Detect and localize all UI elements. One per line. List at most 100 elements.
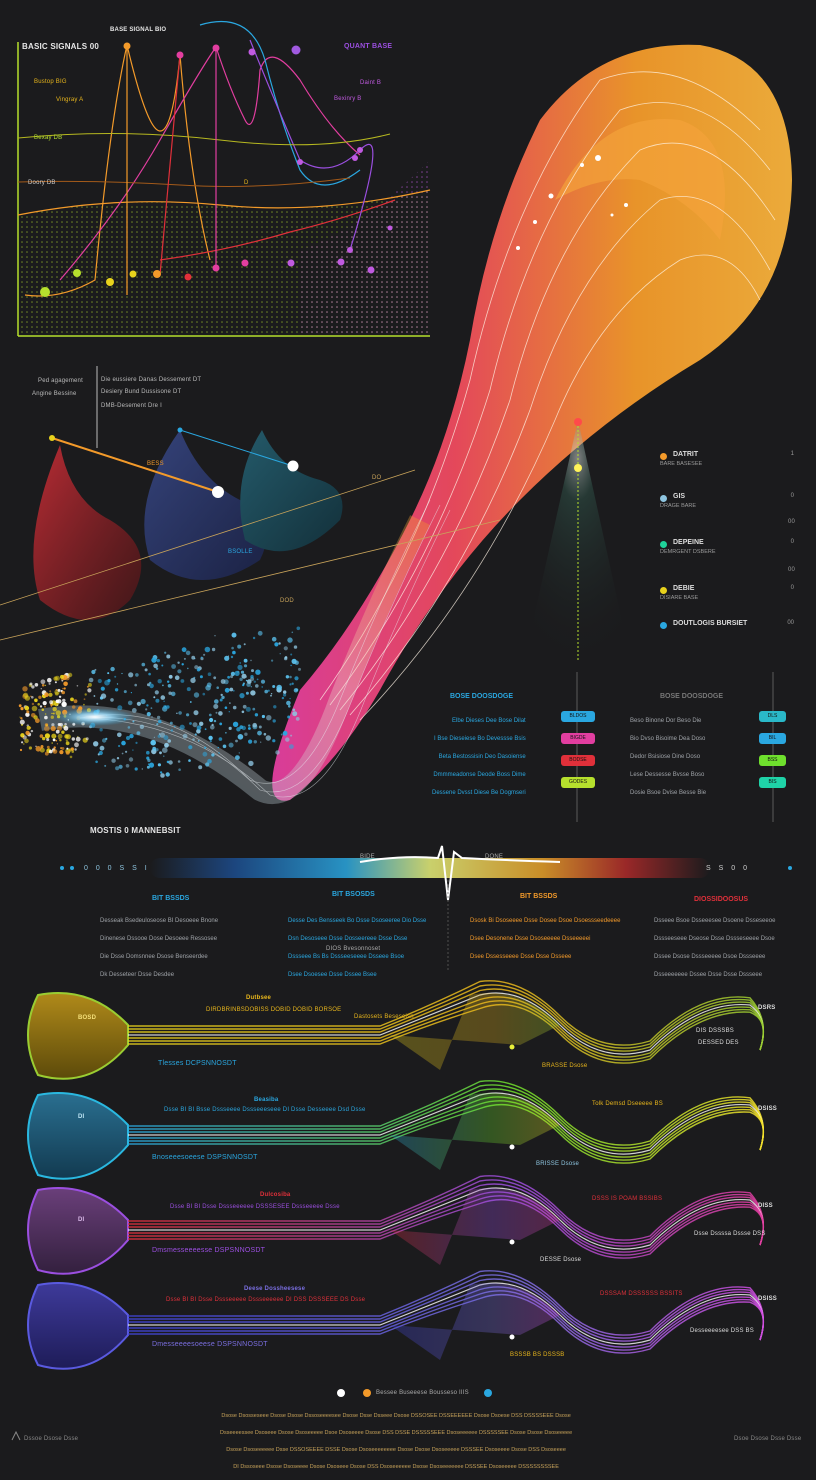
scatter-dot xyxy=(170,691,176,697)
scatter-dot xyxy=(252,722,257,728)
scatter-dot xyxy=(202,692,206,696)
scatter-dot xyxy=(230,671,235,677)
scatter-dot xyxy=(274,642,279,647)
ray-tag: DOD xyxy=(280,598,294,604)
scatter-dot xyxy=(130,692,132,694)
scatter-dot xyxy=(197,740,200,742)
scatter-dot xyxy=(261,686,263,688)
ribbon-strand xyxy=(128,1274,764,1341)
scatter-dot xyxy=(283,693,287,697)
scatter-dot xyxy=(289,683,292,686)
side-label: 00 xyxy=(788,567,796,573)
scatter-dot xyxy=(189,722,192,725)
ray-long-2 xyxy=(0,519,501,641)
scatter-dot xyxy=(44,684,47,687)
scatter-dot xyxy=(203,653,206,656)
footer-body: Dsose Dsosseseee Dsose Dsose Dssoseeeese… xyxy=(220,1403,572,1480)
scatter-dot xyxy=(117,705,123,711)
scatter-dot xyxy=(25,712,30,717)
scatter-dot xyxy=(294,676,299,681)
scatter-dot xyxy=(162,684,164,687)
ribbon-strand xyxy=(128,1000,764,1061)
scatter-dot xyxy=(222,744,227,749)
marker-glow xyxy=(212,486,224,498)
scatter-dot xyxy=(68,748,72,752)
ribbon-dot xyxy=(509,1144,515,1150)
ribbon-cup xyxy=(27,1282,129,1370)
scatter-dot xyxy=(84,693,87,696)
ribbon-strand xyxy=(128,996,764,1058)
scatter-dot xyxy=(31,696,34,699)
status-pill: BSS xyxy=(759,755,786,766)
scatter-dot xyxy=(139,724,145,729)
scatter-dot xyxy=(46,745,50,749)
scatter-dot xyxy=(248,724,251,727)
scatter-dot xyxy=(295,688,299,692)
scatter-dot xyxy=(35,718,40,724)
ribbon-note: Dastosets Beseseisn xyxy=(354,1014,414,1020)
scatter-dot xyxy=(291,682,294,685)
scatter-dot xyxy=(57,733,63,739)
scatter-dot xyxy=(21,741,24,744)
scatter-dot xyxy=(255,669,261,675)
scatter-dot xyxy=(179,724,185,730)
column-line: Dsseee Bsoe Dsseeesee Dsoene Dsseseeoe xyxy=(654,918,776,924)
scatter-dot xyxy=(88,677,94,683)
scatter-dot xyxy=(110,666,115,672)
scatter-dot xyxy=(242,682,245,685)
scatter-dot xyxy=(146,712,151,717)
ribbon-cup xyxy=(27,1187,129,1275)
scatter-dot xyxy=(59,739,62,742)
scatter-dot xyxy=(125,750,128,753)
scatter-dot xyxy=(236,727,241,732)
panel-line: Beta Bestossisin Deo Dasoiense xyxy=(438,754,526,760)
scatter-dot xyxy=(189,701,192,703)
ribbon-dot xyxy=(509,1044,515,1050)
scatter-dot xyxy=(217,746,219,749)
scatter-dot xyxy=(218,711,223,716)
scatter-dot xyxy=(232,689,235,692)
ribbon-title: Dulcosiba xyxy=(260,1192,291,1198)
scatter-dot xyxy=(136,731,141,735)
ribbon-dot xyxy=(509,1334,515,1340)
marker xyxy=(212,264,220,272)
corner-logo-icon xyxy=(11,1430,21,1441)
scatter-dot xyxy=(44,692,49,697)
scatter-dot xyxy=(44,733,51,739)
scatter-dot xyxy=(132,749,134,751)
leaf-navy xyxy=(144,430,267,580)
column-line: Dsee Dsoesee Dsse Dssee Bsee xyxy=(288,972,377,978)
scatter-dot xyxy=(177,669,182,674)
ribbon-cup xyxy=(27,992,129,1080)
scatter-dot xyxy=(231,632,237,638)
legend-sub: DISIARE BASE xyxy=(660,595,699,601)
ribbon-right-a: DISS xyxy=(758,1203,773,1209)
scatter-dot xyxy=(177,661,180,664)
scatter-dot xyxy=(44,725,50,732)
scatter-dot xyxy=(58,695,62,698)
chart-label-left: Vingray A xyxy=(56,97,84,103)
ribbon-stack xyxy=(27,980,764,1370)
scatter-dot xyxy=(290,734,293,737)
scatter-dot xyxy=(206,682,212,688)
scatter-dot xyxy=(186,687,191,692)
scatter-dot xyxy=(168,760,173,765)
scatter-dot xyxy=(91,669,96,675)
scatter-dot xyxy=(121,752,124,755)
scatter-dot xyxy=(273,705,277,709)
scatter-dot xyxy=(267,689,270,692)
scatter-dot xyxy=(193,710,199,716)
scatter-dot xyxy=(63,687,66,690)
scatter-dot xyxy=(71,705,76,709)
scatter-dot xyxy=(157,679,162,684)
scatter-dot xyxy=(209,717,214,723)
scatter-dot xyxy=(121,672,123,675)
scatter-dot xyxy=(174,725,176,728)
scatter-dot xyxy=(31,705,38,712)
scatter-dot xyxy=(51,712,53,715)
scatter-dot xyxy=(264,689,269,694)
baseline-curve xyxy=(17,189,431,216)
scatter-dot xyxy=(47,677,52,683)
scatter-dot xyxy=(265,735,271,741)
scatter-dot xyxy=(146,704,149,707)
